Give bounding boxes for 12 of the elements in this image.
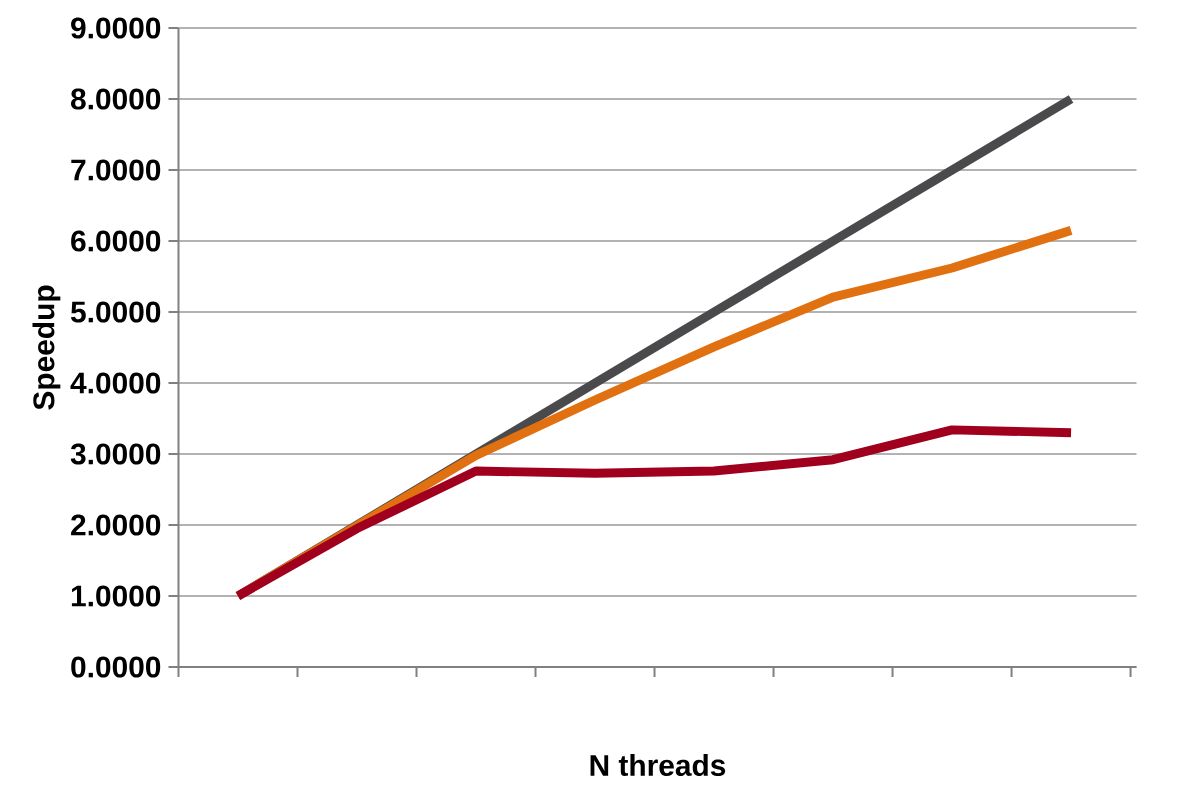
y-tick-label: 7.0000: [71, 159, 161, 181]
y-tick-label: 2.0000: [71, 514, 161, 536]
y-axis-title: Speedup: [32, 285, 61, 410]
y-tick-label: 1.0000: [71, 585, 161, 607]
y-tick-label: 8.0000: [70, 88, 161, 110]
y-tick-label: 0.0000: [71, 656, 161, 678]
y-tick-label: 9.0000: [71, 17, 161, 39]
y-tick-label: 3.0000: [70, 443, 161, 465]
y-tick-label: 5.0000: [70, 301, 161, 323]
x-axis-title: N threads: [590, 754, 726, 776]
y-tick-label: 6.0000: [71, 230, 161, 252]
y-tick-label: 4.0000: [70, 372, 161, 394]
